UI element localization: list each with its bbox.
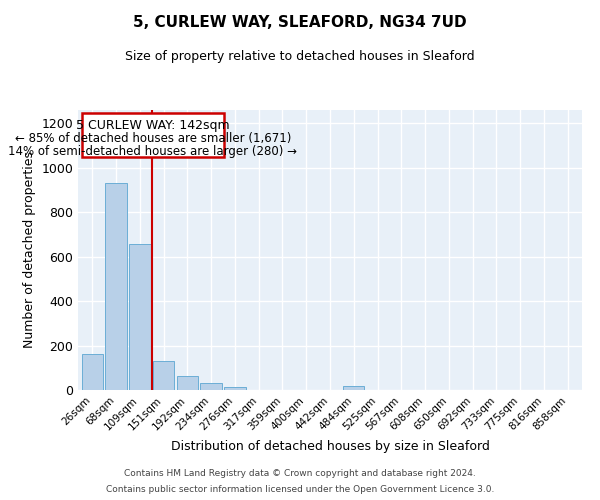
Bar xyxy=(224,386,245,390)
X-axis label: Distribution of detached houses by size in Sleaford: Distribution of detached houses by size … xyxy=(170,440,490,453)
Text: Contains public sector information licensed under the Open Government Licence 3.: Contains public sector information licen… xyxy=(106,484,494,494)
Text: ← 85% of detached houses are smaller (1,671): ← 85% of detached houses are smaller (1,… xyxy=(14,132,291,145)
Text: Size of property relative to detached houses in Sleaford: Size of property relative to detached ho… xyxy=(125,50,475,63)
Bar xyxy=(106,184,127,390)
Bar xyxy=(343,386,364,390)
Text: 5, CURLEW WAY, SLEAFORD, NG34 7UD: 5, CURLEW WAY, SLEAFORD, NG34 7UD xyxy=(133,15,467,30)
Text: 14% of semi-detached houses are larger (280) →: 14% of semi-detached houses are larger (… xyxy=(8,144,298,158)
Bar xyxy=(153,361,174,390)
Y-axis label: Number of detached properties: Number of detached properties xyxy=(23,152,36,348)
FancyBboxPatch shape xyxy=(82,114,224,156)
Bar xyxy=(82,354,103,390)
Bar xyxy=(176,376,198,390)
Bar xyxy=(200,384,222,390)
Bar xyxy=(129,244,151,390)
Text: 5 CURLEW WAY: 142sqm: 5 CURLEW WAY: 142sqm xyxy=(76,119,230,132)
Text: Contains HM Land Registry data © Crown copyright and database right 2024.: Contains HM Land Registry data © Crown c… xyxy=(124,470,476,478)
